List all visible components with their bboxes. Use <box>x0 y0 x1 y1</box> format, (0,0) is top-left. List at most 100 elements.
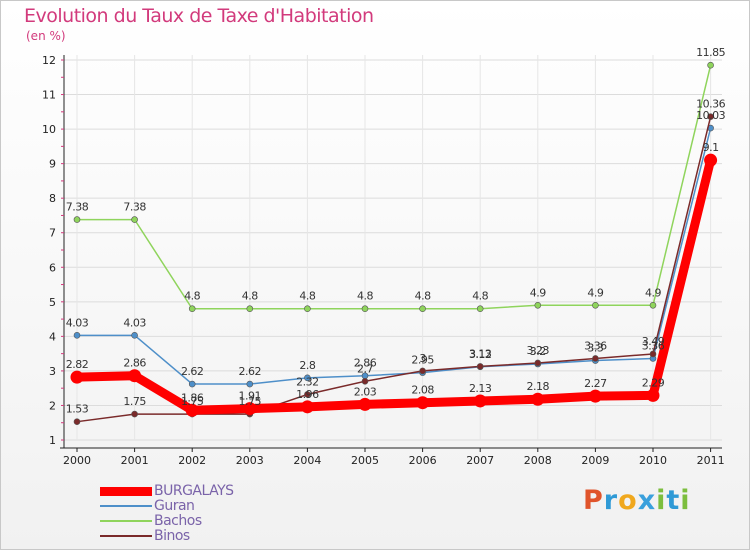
legend-item-burgalays: BURGALAYS <box>100 483 360 499</box>
data-label-burgalays: 2.82 <box>66 358 89 371</box>
series-point-guran <box>304 374 311 382</box>
series-point-binos <box>476 363 484 370</box>
data-label-burgalays: 2.13 <box>469 382 492 395</box>
series-point-guran <box>188 380 196 388</box>
series-point-binos <box>419 367 426 375</box>
series-point-binos <box>361 377 369 385</box>
data-label-binos: 2.32 <box>296 375 319 388</box>
proxiti-logo: Proxiti <box>583 485 691 516</box>
series-point-bachos <box>592 301 599 309</box>
data-label-bachos: 4.8 <box>299 290 315 303</box>
data-label-binos: 1.75 <box>123 395 146 408</box>
logo-letter: i <box>656 485 667 516</box>
data-label-binos: 3.13 <box>469 347 492 360</box>
series-point-burgalays <box>70 370 84 384</box>
legend-swatch <box>100 535 152 537</box>
series-point-bachos <box>188 305 196 313</box>
y-tick-label: 12 <box>42 54 56 67</box>
legend-item-guran: Guran <box>100 498 360 514</box>
series-point-burgalays <box>300 400 314 414</box>
data-label-bachos: 4.8 <box>415 290 431 303</box>
series-point-binos <box>73 418 81 425</box>
series-point-burgalays <box>128 369 142 383</box>
data-label-burgalays: 2.27 <box>584 377 607 390</box>
data-label-guran: 3.3 <box>587 342 603 355</box>
series-point-bachos <box>304 305 311 313</box>
series-point-binos <box>304 391 311 398</box>
logo-letter: o <box>618 485 638 516</box>
series-point-bachos <box>649 301 657 309</box>
data-label-guran: 4.03 <box>123 316 146 329</box>
data-label-burgalays: 1.91 <box>239 390 262 403</box>
series-point-binos <box>131 410 138 418</box>
series-point-burgalays <box>704 153 718 167</box>
data-label-binos: 3.49 <box>642 335 665 348</box>
data-label-guran: 4.03 <box>66 316 89 329</box>
data-label-binos: 3.23 <box>527 344 550 357</box>
data-label-burgalays: 1.96 <box>296 388 319 401</box>
data-label-bachos: 7.38 <box>66 201 89 214</box>
data-label-burgalays: 9.1 <box>703 141 719 154</box>
series-line-bachos <box>76 64 712 310</box>
data-label-bachos: 11.85 <box>696 46 725 59</box>
y-tick-label: 4 <box>49 330 56 343</box>
chart-title: Evolution du Taux de Taxe d'Habitation <box>24 5 374 27</box>
series-point-burgalays <box>588 389 602 403</box>
y-tick-label: 3 <box>49 365 56 378</box>
series-line-binos <box>76 115 712 423</box>
data-label-bachos: 4.9 <box>587 286 603 299</box>
data-label-guran: 2.86 <box>354 357 377 370</box>
data-label-binos: 1.75 <box>239 395 262 408</box>
x-tick-label: 2010 <box>639 454 667 467</box>
data-label-binos: 1.53 <box>66 403 89 416</box>
data-label-guran: 3.2 <box>530 345 546 358</box>
logo-letter: i <box>680 485 691 516</box>
data-label-bachos: 4.8 <box>472 290 488 303</box>
data-label-binos: 3 <box>419 352 426 365</box>
y-tick-label: 2 <box>49 399 56 412</box>
y-tick-label: 6 <box>49 261 56 274</box>
data-label-bachos: 4.9 <box>530 286 546 299</box>
data-label-guran: 2.62 <box>181 365 204 378</box>
series-point-burgalays <box>243 402 257 416</box>
data-label-bachos: 4.8 <box>242 290 258 303</box>
data-label-burgalays: 2.29 <box>642 376 665 389</box>
data-label-bachos: 4.9 <box>645 286 661 299</box>
data-label-burgalays: 2.08 <box>411 384 434 397</box>
data-label-burgalays: 2.86 <box>123 357 146 370</box>
series-point-bachos <box>476 305 484 313</box>
legend-swatch <box>100 505 152 507</box>
x-tick-label: 2006 <box>409 454 437 467</box>
series-line-burgalays <box>72 155 716 415</box>
legend-label: BURGALAYS <box>154 483 234 499</box>
logo-letter: P <box>583 485 604 516</box>
data-label-guran: 2.62 <box>239 365 262 378</box>
data-label-burgalays: 2.18 <box>527 380 550 393</box>
data-label-guran: 2.95 <box>411 354 434 367</box>
series-point-bachos <box>707 61 714 69</box>
x-tick-label: 2005 <box>351 454 379 467</box>
legend-label: Bachos <box>154 513 202 529</box>
series-point-bachos <box>73 216 81 223</box>
x-tick-label: 2001 <box>121 454 149 467</box>
legend-label: Binos <box>154 528 190 544</box>
y-tick-label: 5 <box>49 296 56 309</box>
series-line-guran <box>76 127 712 385</box>
series-point-burgalays <box>473 394 487 408</box>
series-point-burgalays <box>416 396 430 410</box>
logo-letter: t <box>666 485 681 516</box>
data-label-binos: 3.36 <box>584 339 607 352</box>
legend-item-bachos: Bachos <box>100 513 360 529</box>
logo-letter: r <box>603 485 619 516</box>
y-tick-label: 10 <box>42 123 56 136</box>
data-label-binos: 2.7 <box>357 362 373 375</box>
series-point-binos <box>592 355 599 362</box>
series-point-bachos <box>131 216 138 223</box>
series-point-burgalays <box>646 388 660 402</box>
series-point-bachos <box>534 301 542 309</box>
data-label-bachos: 4.8 <box>184 290 200 303</box>
x-tick-label: 2008 <box>524 454 552 467</box>
data-label-burgalays: 2.03 <box>354 385 377 398</box>
